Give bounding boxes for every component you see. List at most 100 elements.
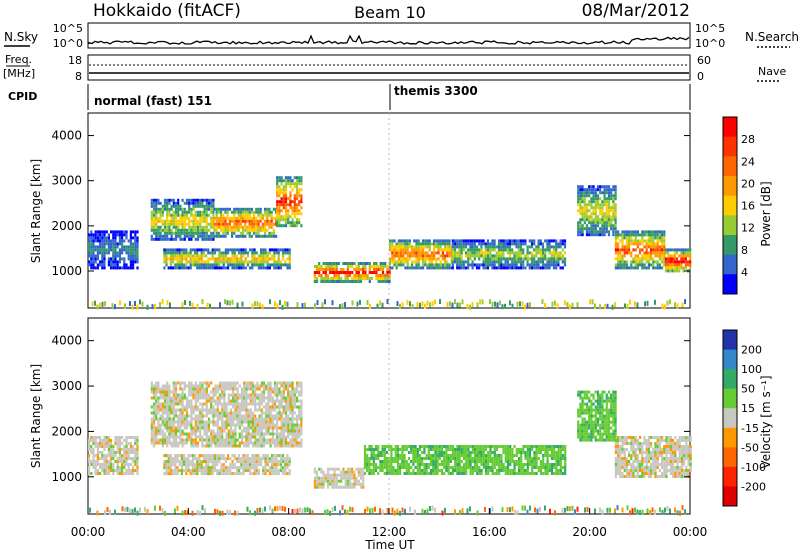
echo-cell (177, 426, 180, 430)
echo-cell (286, 454, 289, 458)
echo-cell (282, 185, 285, 189)
echo-cell (168, 207, 171, 211)
echo-cell (225, 402, 228, 406)
echo-cell (240, 417, 244, 421)
echo-cell (460, 263, 463, 267)
echo-cell (282, 224, 285, 228)
echo-cell (402, 254, 405, 258)
echo-cell (216, 248, 219, 252)
echo-cell (118, 448, 121, 451)
echo-cell (406, 254, 409, 258)
echo-cell (190, 393, 193, 397)
echo-cell (157, 225, 160, 229)
echo-cell (262, 438, 266, 442)
echo-cell (300, 414, 303, 418)
echo-cell (548, 266, 551, 270)
echo-cell (271, 257, 274, 261)
echo-cell (548, 248, 551, 252)
echo-cell (596, 194, 600, 198)
echo-cell (174, 429, 178, 433)
echo-cell (625, 248, 628, 252)
echo-cell (291, 393, 294, 397)
echo-cell (240, 408, 244, 412)
echo-cell (222, 263, 225, 267)
echo-cell (248, 222, 251, 226)
echo-cell (159, 414, 162, 418)
nsearch-tick-max: 10^5 (695, 22, 725, 35)
echo-cell (176, 248, 179, 252)
echo-cell (174, 225, 178, 229)
echo-cell (366, 262, 369, 265)
echo-cell (249, 399, 252, 403)
echo-cell (335, 262, 338, 265)
echo-cell (282, 200, 285, 204)
echo-cell (511, 239, 514, 243)
echo-cell (116, 260, 119, 264)
echo-cell (383, 454, 386, 457)
echo-cell (150, 237, 153, 241)
echo-cell (293, 200, 296, 204)
echo-cell (245, 390, 248, 394)
echo-cell (278, 206, 281, 210)
echo-cell (652, 266, 655, 270)
echo-cell (331, 473, 334, 477)
echo-cell (344, 473, 347, 477)
echo-cell (282, 188, 285, 192)
echo-cell (168, 408, 171, 412)
echo-cell (287, 432, 290, 436)
echo-cell (513, 251, 516, 255)
echo-cell (248, 219, 251, 223)
echo-cell (596, 215, 600, 219)
echo-cell (478, 266, 481, 270)
echo-cell (533, 239, 536, 243)
echo-cell (502, 251, 505, 255)
echo-cell (291, 414, 294, 418)
echo-cell (508, 266, 512, 270)
ground-scatter-cell (236, 302, 239, 308)
echo-cell (456, 263, 459, 267)
echo-cell (246, 228, 249, 232)
echo-cell (435, 242, 438, 246)
echo-cell (643, 251, 646, 255)
echo-cell (202, 248, 205, 252)
echo-cell (228, 219, 231, 223)
echo-cell (96, 469, 99, 472)
echo-cell (289, 420, 292, 424)
echo-cell (519, 242, 523, 246)
echo-cell (188, 387, 191, 391)
echo-cell (242, 234, 245, 238)
echo-cell (377, 274, 380, 277)
echo-cell (245, 426, 248, 430)
echo-cell (291, 390, 294, 394)
echo-cell (249, 381, 252, 385)
echo-cell (265, 408, 268, 412)
echo-cell (280, 411, 283, 415)
echo-cell (439, 242, 442, 246)
echo-cell (386, 268, 389, 271)
echo-cell (272, 222, 275, 226)
echo-cell (590, 185, 593, 189)
echo-cell (272, 234, 275, 238)
echo-cell (203, 444, 206, 448)
echo-cell (125, 448, 128, 451)
echo-cell (90, 230, 93, 234)
echo-cell (645, 233, 648, 237)
echo-cell (300, 212, 303, 216)
echo-cell (266, 222, 269, 226)
echo-cell (617, 257, 620, 261)
echo-cell (245, 420, 248, 424)
echo-cell (258, 432, 261, 436)
echo-cell (639, 242, 642, 246)
echo-cell (262, 263, 265, 267)
echo-cell (185, 234, 189, 238)
echo-cell (286, 457, 289, 461)
echo-cell (284, 203, 288, 207)
echo-cell (207, 257, 210, 261)
echo-cell (199, 426, 202, 430)
echo-cell (650, 239, 653, 243)
echo-cell (634, 260, 637, 264)
echo-cell (172, 248, 175, 252)
echo-cell (172, 201, 175, 205)
echo-cell (592, 218, 595, 222)
echo-cell (96, 445, 99, 448)
